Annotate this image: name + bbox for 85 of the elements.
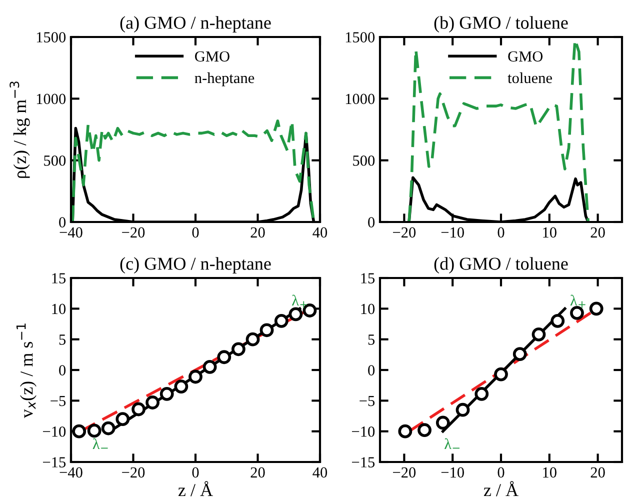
x-tick-label: 0	[192, 227, 199, 238]
point	[188, 370, 202, 384]
y-tick-label: 1000	[36, 94, 66, 104]
y-tick-label: 15	[361, 273, 375, 284]
y-tick-label: 1500	[346, 32, 375, 42]
x-tick-label: −40	[60, 227, 82, 238]
point	[456, 402, 470, 417]
point	[101, 421, 116, 436]
y-tick-label: 10	[361, 304, 375, 314]
y-tick-label: 0	[59, 365, 66, 376]
point	[532, 327, 546, 342]
point	[232, 342, 246, 356]
y-tick-label: 0	[368, 217, 375, 228]
x-tick-label: −10	[441, 467, 464, 478]
x-tick-label: 40	[312, 467, 328, 478]
y-tick-label: −10	[43, 426, 66, 437]
point	[570, 306, 584, 320]
point	[246, 332, 260, 346]
x-tick-label: −40	[60, 467, 82, 478]
y-tick-label: 1000	[346, 94, 375, 104]
x-tick-label: 10	[543, 227, 556, 238]
x-tick-label: 20	[590, 227, 605, 238]
legend-label: GMO	[508, 51, 543, 62]
point	[436, 416, 450, 430]
y-tick-label: 1500	[36, 32, 66, 42]
y-tick-label: −10	[352, 426, 375, 437]
point	[132, 402, 146, 416]
y-axis-title: v$_{x}$(z) / m s$^{−1}$	[16, 324, 36, 418]
point	[260, 323, 274, 338]
y-tick-label: 500	[44, 155, 66, 166]
legend-label: GMO	[195, 51, 230, 62]
x-tick-label: −20	[122, 227, 145, 238]
point	[550, 314, 565, 328]
x-tick-label: 20	[250, 227, 265, 238]
y-tick-label: −15	[43, 457, 66, 468]
y-tick-label: 5	[368, 334, 375, 345]
point	[87, 424, 102, 438]
point	[72, 424, 86, 438]
x-axis-title: z / Å	[178, 481, 213, 496]
point	[288, 307, 303, 322]
point	[274, 314, 288, 328]
legend-label: n-heptane	[194, 72, 254, 86]
point	[202, 360, 217, 374]
point	[116, 412, 130, 426]
annotation: λ$_{+}$	[292, 294, 307, 308]
point	[512, 347, 527, 361]
y-tick-label: 5	[59, 334, 66, 345]
y-tick-label: −5	[360, 396, 375, 406]
point	[418, 423, 432, 438]
x-axis-title: z / Å	[484, 481, 518, 496]
y-tick-label: −5	[50, 396, 66, 406]
x-tick-label: −10	[441, 227, 464, 238]
y-tick-label: 500	[353, 155, 375, 166]
x-tick-label: 0	[498, 467, 504, 478]
y-tick-label: −15	[352, 457, 375, 468]
point	[146, 396, 160, 410]
y-tick-label: 0	[59, 217, 66, 228]
annotation: λ$_{−}$	[444, 438, 460, 450]
point	[589, 302, 604, 316]
chart-title: (b) GMO / toluene	[434, 16, 568, 33]
y-tick-label: 0	[368, 365, 375, 376]
y-axis-title: ρ(z) / kg m$^{−3}$	[10, 82, 30, 178]
point	[494, 367, 508, 382]
x-tick-label: 40	[312, 227, 328, 238]
chart-title: (a) GMO / n-heptane	[120, 16, 271, 33]
x-tick-label: −20	[122, 467, 145, 478]
point	[160, 386, 174, 401]
point	[174, 380, 188, 394]
y-tick-label: 10	[52, 304, 66, 314]
legend-label: toluene	[508, 72, 552, 84]
x-tick-label: −20	[393, 467, 416, 478]
x-tick-label: 20	[590, 467, 605, 478]
chart-title: (c) GMO / n-heptane	[120, 257, 271, 274]
x-tick-label: 0	[192, 467, 199, 478]
point	[398, 424, 412, 438]
annotation: λ$_{−}$	[92, 438, 108, 450]
x-tick-label: 0	[498, 227, 504, 238]
x-tick-label: 20	[250, 467, 265, 478]
point	[217, 350, 232, 364]
chart-title: (d) GMO / toluene	[434, 257, 568, 274]
y-tick-label: 15	[52, 273, 66, 284]
x-tick-label: −20	[393, 227, 416, 238]
annotation: λ$_{+}$	[570, 294, 586, 308]
x-tick-label: 10	[543, 467, 556, 478]
point	[474, 386, 489, 401]
